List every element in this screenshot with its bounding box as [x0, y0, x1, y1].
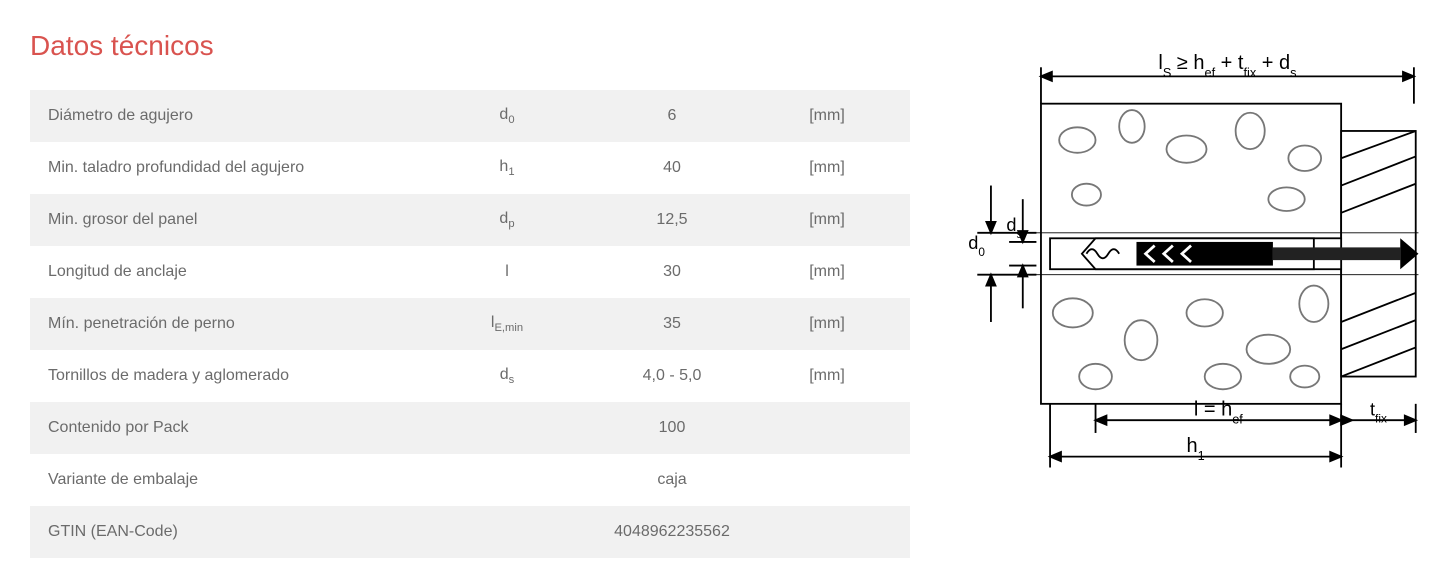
- table-row: Min. grosor del paneldp12,5[mm]: [30, 194, 910, 246]
- row-symbol: l: [432, 263, 582, 281]
- dim-label-tfix: tfix: [1370, 400, 1387, 426]
- row-value: 4,0 - 5,0: [582, 367, 762, 385]
- row-unit: [mm]: [762, 211, 892, 229]
- row-symbol: dp: [432, 210, 582, 230]
- section-title: Datos técnicos: [30, 30, 910, 62]
- dim-label-d0: d0: [968, 233, 985, 259]
- row-symbol: d0: [432, 106, 582, 126]
- row-value: 35: [582, 315, 762, 333]
- row-label: Mín. penetración de perno: [48, 315, 432, 333]
- row-unit: [mm]: [762, 159, 892, 177]
- row-label: Tornillos de madera y aglomerado: [48, 367, 432, 385]
- row-unit: [mm]: [762, 367, 892, 385]
- row-value: 30: [582, 263, 762, 281]
- row-label: Longitud de anclaje: [48, 263, 432, 281]
- row-label: Min. taladro profundidad del agujero: [48, 159, 432, 177]
- technical-diagram: lS ≥ hef + tfix + ds: [950, 30, 1423, 558]
- dim-d0-ds: [977, 186, 1036, 322]
- table-row: GTIN (EAN-Code) 4048962235562: [30, 506, 910, 558]
- row-unit: [mm]: [762, 315, 892, 333]
- row-symbol: ds: [432, 366, 582, 386]
- table-row: Mín. penetración de pernolE,min35[mm]: [30, 298, 910, 350]
- table-row: Diámetro de agujerod06[mm]: [30, 90, 910, 142]
- row-unit: [mm]: [762, 107, 892, 125]
- row-label: Contenido por Pack: [48, 419, 432, 437]
- row-value: 12,5: [582, 211, 762, 229]
- row-value: 4048962235562: [582, 523, 762, 541]
- row-label: Min. grosor del panel: [48, 211, 432, 229]
- dim-label-ds: ds: [1006, 215, 1022, 241]
- table-row: Longitud de anclajel30[mm]: [30, 246, 910, 298]
- tech-data-table: Diámetro de agujerod06[mm]Min. taladro p…: [30, 90, 910, 558]
- row-unit: [mm]: [762, 263, 892, 281]
- row-value: caja: [582, 471, 762, 489]
- dim-label-h1: h1: [1186, 435, 1204, 463]
- tech-data-panel: Datos técnicos Diámetro de agujerod06[mm…: [30, 30, 910, 558]
- anchor-diagram-svg: lS ≥ hef + tfix + ds: [950, 40, 1423, 477]
- row-label: GTIN (EAN-Code): [48, 523, 432, 541]
- row-value: 6: [582, 107, 762, 125]
- row-value: 100: [582, 419, 762, 437]
- row-symbol: h1: [432, 158, 582, 178]
- table-row: Variante de embalaje caja: [30, 454, 910, 506]
- row-value: 40: [582, 159, 762, 177]
- table-row: Tornillos de madera y aglomeradods4,0 - …: [30, 350, 910, 402]
- row-label: Variante de embalaje: [48, 471, 432, 489]
- row-symbol: lE,min: [432, 314, 582, 334]
- table-row: Contenido por Pack 100: [30, 402, 910, 454]
- table-row: Min. taladro profundidad del agujeroh140…: [30, 142, 910, 194]
- row-label: Diámetro de agujero: [48, 107, 432, 125]
